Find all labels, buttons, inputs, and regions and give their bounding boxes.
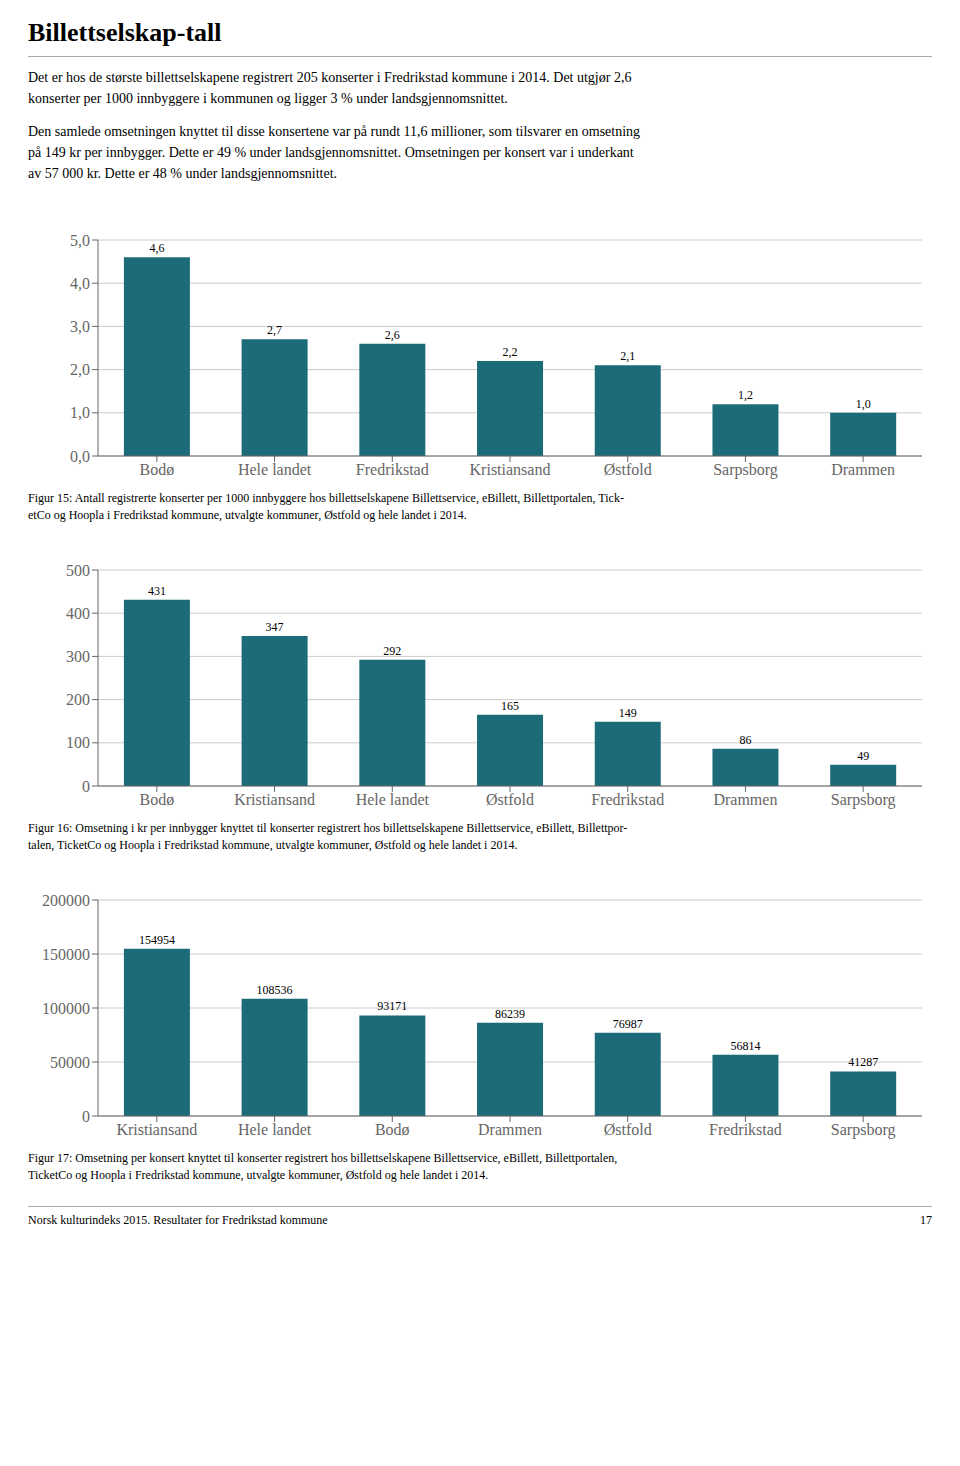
html-text:17: 17 [920, 1213, 932, 1227]
svg-text:292: 292 [383, 644, 401, 658]
svg-text:Bodø: Bodø [140, 461, 175, 478]
html-text:Billettselskap-tall: Billettselskap-tall [28, 18, 222, 47]
svg-text:Drammen: Drammen [478, 1121, 542, 1138]
svg-text:4,6: 4,6 [149, 241, 164, 255]
svg-text:108536: 108536 [257, 983, 293, 997]
svg-text:347: 347 [266, 620, 284, 634]
svg-text:Fredrikstad: Fredrikstad [709, 1121, 782, 1138]
svg-text:1,0: 1,0 [856, 397, 871, 411]
svg-text:86: 86 [739, 733, 751, 747]
svg-text:93171: 93171 [377, 999, 407, 1013]
html-text:Den samlede omsetningen knytte: Den samlede omsetningen knyttet til diss… [28, 124, 641, 139]
svg-text:41287: 41287 [848, 1055, 878, 1069]
svg-text:100: 100 [66, 734, 90, 751]
html-text:på 149 kr per innbygger. Dette: på 149 kr per innbygger. Dette er 49 % u… [28, 145, 634, 160]
svg-text:0,0: 0,0 [70, 448, 90, 465]
svg-text:Drammen: Drammen [831, 461, 895, 478]
svg-text:165: 165 [501, 699, 519, 713]
svg-text:150000: 150000 [42, 946, 90, 963]
svg-text:0: 0 [82, 778, 90, 795]
svg-text:Fredrikstad: Fredrikstad [591, 791, 664, 808]
svg-text:2,1: 2,1 [620, 349, 635, 363]
svg-text:Østfold: Østfold [604, 1121, 652, 1138]
html-text:talen, TicketCo og Hoopla i Fr: talen, TicketCo og Hoopla i Fredrikstad … [28, 838, 518, 852]
svg-text:5,0: 5,0 [70, 232, 90, 249]
html-text:TicketCo og Hoopla i Fredrikst: TicketCo og Hoopla i Fredrikstad kommune… [28, 1168, 489, 1182]
svg-text:Bodø: Bodø [140, 791, 175, 808]
svg-text:2,7: 2,7 [267, 323, 282, 337]
svg-text:1,2: 1,2 [738, 388, 753, 402]
svg-text:500: 500 [66, 562, 90, 579]
svg-text:300: 300 [66, 648, 90, 665]
html-text:Det er hos de største billetts: Det er hos de største billettselskapene … [28, 70, 632, 85]
html-text:etCo og Hoopla i Fredrikstad k: etCo og Hoopla i Fredrikstad kommune, ut… [28, 508, 467, 522]
svg-text:Østfold: Østfold [486, 791, 534, 808]
svg-text:431: 431 [148, 584, 166, 598]
svg-text:100000: 100000 [42, 1000, 90, 1017]
svg-text:Hele landet: Hele landet [356, 791, 430, 808]
svg-text:154954: 154954 [139, 933, 175, 947]
html-text:konserter per 1000 innbyggere: konserter per 1000 innbyggere i kommunen… [28, 91, 508, 106]
svg-text:2,2: 2,2 [503, 345, 518, 359]
svg-text:400: 400 [66, 605, 90, 622]
html-text:Figur 17: Omsetning per konser: Figur 17: Omsetning per konsert knyttet … [28, 1151, 618, 1165]
svg-text:2,0: 2,0 [70, 361, 90, 378]
svg-text:Sarpsborg: Sarpsborg [831, 1121, 896, 1139]
svg-text:Hele landet: Hele landet [238, 1121, 312, 1138]
html-text:Norsk kulturindeks 2015. Resul: Norsk kulturindeks 2015. Resultater for … [28, 1213, 328, 1227]
svg-text:50000: 50000 [50, 1054, 90, 1071]
svg-text:86239: 86239 [495, 1007, 525, 1021]
svg-text:Kristiansand: Kristiansand [116, 1121, 197, 1138]
svg-text:200: 200 [66, 691, 90, 708]
svg-text:76987: 76987 [613, 1017, 643, 1031]
svg-text:Kristiansand: Kristiansand [470, 461, 551, 478]
svg-text:0: 0 [82, 1108, 90, 1125]
svg-text:Kristiansand: Kristiansand [234, 791, 315, 808]
html-text:Figur 16: Omsetning i kr per i: Figur 16: Omsetning i kr per innbygger k… [28, 821, 628, 835]
svg-text:Bodø: Bodø [375, 1121, 410, 1138]
html-text:av 57 000 kr. Dette er 48 % un: av 57 000 kr. Dette er 48 % under landsg… [28, 166, 338, 181]
svg-text:Østfold: Østfold [604, 461, 652, 478]
svg-text:Hele landet: Hele landet [238, 461, 312, 478]
svg-text:56814: 56814 [730, 1039, 760, 1053]
svg-text:4,0: 4,0 [70, 275, 90, 292]
svg-text:Fredrikstad: Fredrikstad [356, 461, 429, 478]
svg-text:200000: 200000 [42, 892, 90, 909]
html-text:Figur 15: Antall registrerte k: Figur 15: Antall registrerte konserter p… [28, 491, 624, 505]
svg-text:Sarpsborg: Sarpsborg [831, 791, 896, 809]
svg-text:Drammen: Drammen [713, 791, 777, 808]
svg-text:149: 149 [619, 706, 637, 720]
svg-text:1,0: 1,0 [70, 404, 90, 421]
svg-text:3,0: 3,0 [70, 318, 90, 335]
svg-text:49: 49 [857, 749, 869, 763]
svg-text:Sarpsborg: Sarpsborg [713, 461, 778, 479]
svg-text:2,6: 2,6 [385, 328, 400, 342]
